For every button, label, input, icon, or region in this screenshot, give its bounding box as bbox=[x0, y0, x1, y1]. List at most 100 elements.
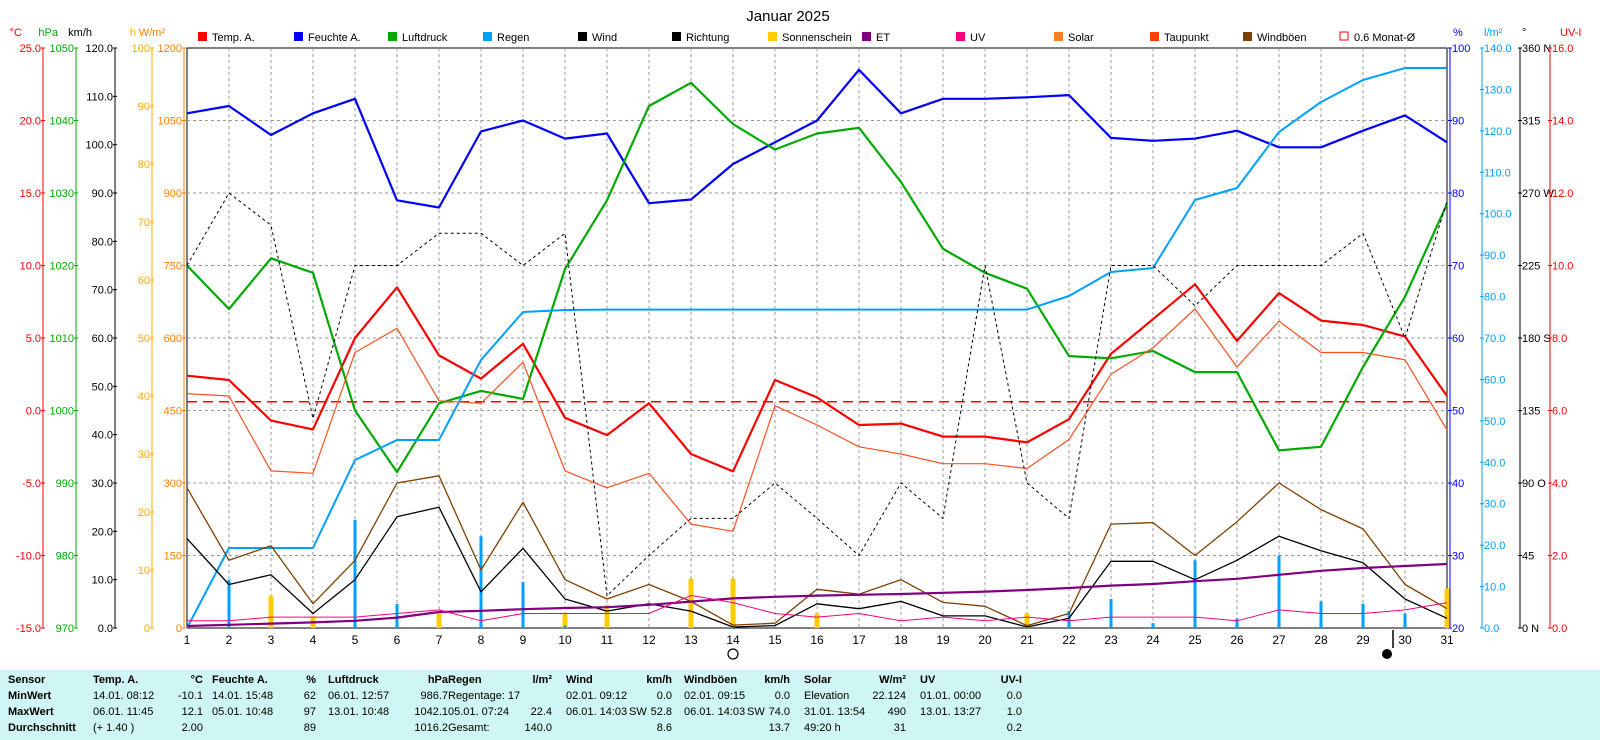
stats-temp-unit: °C bbox=[190, 674, 203, 686]
stats-avg-header: Durchschnitt bbox=[8, 722, 76, 734]
x-tick-label: 14 bbox=[726, 633, 740, 647]
stats-gust-unit: km/h bbox=[764, 674, 790, 686]
x-tick-label: 23 bbox=[1104, 633, 1118, 647]
axis-tick-label-humidity: 100 bbox=[1452, 43, 1470, 55]
rain-bar bbox=[1277, 555, 1281, 628]
series-line-windb-en bbox=[186, 475, 1448, 627]
legend: Temp. A. Feuchte A. Luftdruck Regen Wind Rich… bbox=[198, 31, 1416, 44]
axis-tick-label-wind: 0.0 bbox=[98, 623, 113, 635]
stats-solar-min-val: 22.124 bbox=[872, 690, 906, 702]
sunshine-bar bbox=[730, 578, 736, 628]
stats-gust-max-time: 06.01. 14:03 bbox=[684, 706, 746, 718]
axis-tick-label-sun: 0 bbox=[144, 623, 150, 635]
axis-tick-label-sun: 20 bbox=[138, 507, 150, 519]
stats-uv-avg-val: 0.2 bbox=[1006, 722, 1022, 734]
rain-bar bbox=[1151, 623, 1155, 628]
legend-swatch bbox=[578, 32, 587, 41]
axis-tick-label-wind: 90.0 bbox=[92, 188, 113, 200]
axis-tick-label-wind: 40.0 bbox=[92, 430, 113, 442]
axis-tick-label-rain: 70.0 bbox=[1484, 333, 1505, 345]
stats-temp-avg-val: 2.00 bbox=[181, 722, 203, 734]
stats-temp-title: Temp. A. bbox=[93, 674, 139, 686]
stats-solar-title: Solar bbox=[804, 674, 832, 686]
stats-rain-avg-val: 140.0 bbox=[524, 722, 552, 734]
stats-uv-min-val: 0.0 bbox=[1006, 690, 1022, 702]
legend-label: Temp. A. bbox=[212, 32, 255, 44]
x-tick-label: 30 bbox=[1398, 633, 1412, 647]
x-tick-label: 22 bbox=[1062, 633, 1076, 647]
sunshine-bar bbox=[814, 613, 820, 628]
legend-swatch bbox=[1243, 32, 1252, 41]
legend-label: Sonnenschein bbox=[782, 32, 852, 44]
stats-pressure-title: Luftdruck bbox=[328, 674, 379, 686]
axis-unit-pressure: hPa bbox=[38, 27, 58, 39]
axis-tick-label-solar: 0 bbox=[176, 623, 182, 635]
axis-tick-label-humidity: 60 bbox=[1452, 333, 1464, 345]
axis-tick-label-solar: 900 bbox=[164, 188, 182, 200]
axis-tick-label-direction: 90 O bbox=[1522, 478, 1546, 490]
x-tick-label: 7 bbox=[436, 633, 443, 647]
stats-uv-unit: UV-I bbox=[1000, 674, 1022, 686]
series-line-temp-a- bbox=[186, 283, 1448, 473]
axis-tick-label-sun: 50 bbox=[138, 333, 150, 345]
stats-wind-min-val: 0.0 bbox=[656, 690, 672, 702]
sunshine-bar bbox=[436, 613, 442, 628]
legend-label: ET bbox=[876, 32, 890, 44]
legend-label: UV bbox=[970, 32, 986, 44]
rain-bar bbox=[1109, 599, 1113, 628]
stats-wind-max-val: 52.8 bbox=[650, 706, 672, 718]
axis-tick-label-direction: 270 W bbox=[1522, 188, 1554, 200]
stats-humidity-max-val: 97 bbox=[303, 706, 316, 718]
axis-tick-label-wind: 50.0 bbox=[92, 381, 113, 393]
x-tick-label: 20 bbox=[978, 633, 992, 647]
x-tick-labels: 1 2 3 4 5 6 7 8 9 10 11 12 13 14 15 16 17 18 19 20 21 22 23 24 2… bbox=[184, 633, 1454, 647]
legend-label: Luftdruck bbox=[402, 32, 448, 44]
axis-tick-label-pressure: 1020 bbox=[50, 261, 74, 273]
rain-bar bbox=[1193, 560, 1197, 628]
legend-label: Wind bbox=[592, 32, 617, 44]
axis-tick-label-direction: 0 N bbox=[1522, 623, 1539, 635]
stats-gust-max-dir: SW bbox=[747, 706, 765, 718]
stats-uv-max-time: 13.01. 13:27 bbox=[920, 706, 982, 718]
stats-solar-unit: W/m² bbox=[879, 674, 906, 686]
axis-tick-label-sun: 30 bbox=[138, 449, 150, 461]
legend-label: Windböen bbox=[1257, 32, 1307, 44]
x-tick-label: 31 bbox=[1440, 633, 1454, 647]
x-tick-label: 27 bbox=[1272, 633, 1286, 647]
stats-gust-min-time: 02.01. 09:15 bbox=[684, 690, 746, 702]
axis-tick-label-rain: 140.0 bbox=[1484, 43, 1512, 55]
rain-bar bbox=[395, 603, 399, 628]
stats-gust-title: Windböen bbox=[684, 674, 738, 686]
axis-tick-label-rain: 20.0 bbox=[1484, 540, 1505, 552]
stats-wind-max-dir: SW bbox=[629, 706, 647, 718]
grid bbox=[186, 47, 1448, 629]
x-tick-label: 15 bbox=[768, 633, 782, 647]
series-line-wind bbox=[186, 506, 1448, 628]
axis-tick-label-humidity: 70 bbox=[1452, 261, 1464, 273]
x-tick-label: 10 bbox=[558, 633, 572, 647]
axis-tick-label-sun: 90 bbox=[138, 101, 150, 113]
axis-tick-label-solar: 300 bbox=[164, 478, 182, 490]
axis-tick-label-uv: 14.0 bbox=[1552, 116, 1573, 128]
legend-swatch bbox=[862, 32, 871, 41]
stats-wind-unit: km/h bbox=[646, 674, 672, 686]
axis-unit-solar: W/m² bbox=[139, 27, 166, 39]
axis-unit-uv: UV-I bbox=[1560, 27, 1581, 39]
stats-rain-title: Regen bbox=[448, 674, 482, 686]
axis-tick-label-temp: 10.0 bbox=[20, 261, 41, 273]
x-tick-label: 1 bbox=[184, 633, 191, 647]
stats-pressure-max-val: 1042.1 bbox=[414, 706, 448, 718]
axis-unit-sun: h bbox=[130, 27, 136, 39]
axis-tick-label-pressure: 980 bbox=[56, 551, 74, 563]
x-tick-label: 9 bbox=[520, 633, 527, 647]
legend-swatch bbox=[388, 32, 397, 41]
x-tick-label: 24 bbox=[1146, 633, 1160, 647]
axis-tick-label-rain: 60.0 bbox=[1484, 374, 1505, 386]
axis-tick-label-uv: 12.0 bbox=[1552, 188, 1573, 200]
x-tick-label: 21 bbox=[1020, 633, 1034, 647]
axis-tick-label-rain: 80.0 bbox=[1484, 292, 1505, 304]
axis-tick-label-solar: 150 bbox=[164, 551, 182, 563]
axis-tick-label-wind: 110.0 bbox=[86, 91, 113, 103]
axis-tick-label-temp: 5.0 bbox=[26, 333, 41, 345]
axis-tick-label-rain: 120.0 bbox=[1484, 126, 1512, 138]
